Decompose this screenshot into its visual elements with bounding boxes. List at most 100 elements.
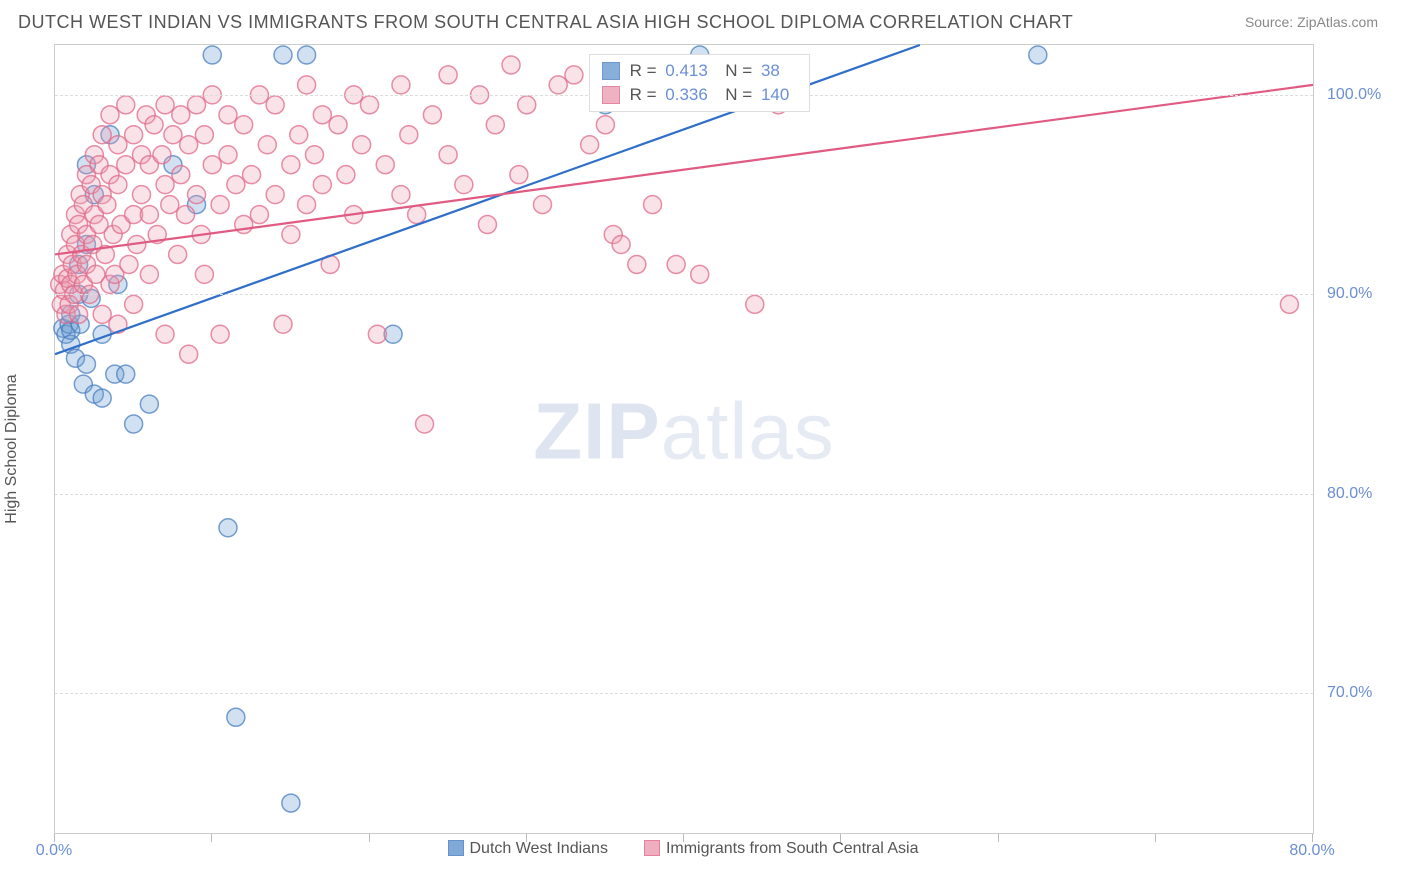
scatter-point	[153, 146, 171, 164]
scatter-point	[400, 126, 418, 144]
scatter-point	[219, 106, 237, 124]
scatter-point	[235, 116, 253, 134]
scatter-point	[93, 389, 111, 407]
scatter-point	[98, 196, 116, 214]
scatter-point	[486, 116, 504, 134]
legend-swatch	[602, 86, 620, 104]
scatter-point	[376, 156, 394, 174]
legend-label: Dutch West Indians	[470, 840, 608, 857]
scatter-point	[219, 519, 237, 537]
scatter-point	[361, 96, 379, 114]
stat-n-value: 38	[761, 61, 780, 81]
scatter-point	[117, 156, 135, 174]
scatter-point	[172, 166, 190, 184]
scatter-point	[188, 186, 206, 204]
scatter-point	[188, 96, 206, 114]
y-tick-label: 70.0%	[1313, 684, 1372, 702]
scatter-point	[392, 76, 410, 94]
scatter-point	[455, 176, 473, 194]
scatter-point	[274, 46, 292, 64]
scatter-point	[416, 415, 434, 433]
stat-r-value: 0.413	[665, 61, 708, 81]
scatter-point	[125, 126, 143, 144]
scatter-point	[195, 126, 213, 144]
scatter-point	[746, 295, 764, 313]
scatter-point	[117, 96, 135, 114]
scatter-point	[290, 126, 308, 144]
scatter-point	[140, 395, 158, 413]
scatter-point	[313, 176, 331, 194]
scatter-point	[518, 96, 536, 114]
gridline	[55, 294, 1313, 295]
scatter-point	[305, 146, 323, 164]
scatter-point	[691, 265, 709, 283]
y-tick-label: 80.0%	[1313, 485, 1372, 503]
scatter-point	[156, 325, 174, 343]
source-attribution: Source: ZipAtlas.com	[1245, 14, 1378, 30]
scatter-point	[203, 156, 221, 174]
scatter-point	[353, 136, 371, 154]
scatter-point	[93, 305, 111, 323]
scatter-point	[298, 76, 316, 94]
scatter-point	[258, 136, 276, 154]
x-tick-mark	[1312, 834, 1313, 842]
scatter-point	[125, 415, 143, 433]
scatter-point	[125, 295, 143, 313]
scatter-point	[423, 106, 441, 124]
chart-container: High School Diploma ZIPatlas 70.0%80.0%9…	[18, 44, 1388, 854]
scatter-point	[549, 76, 567, 94]
scatter-point	[219, 146, 237, 164]
scatter-point	[211, 325, 229, 343]
stat-row: R = 0.413 N = 38	[590, 59, 810, 83]
scatter-point	[70, 305, 88, 323]
y-tick-label: 90.0%	[1313, 285, 1372, 303]
stat-label: R =	[630, 61, 662, 81]
scatter-point	[337, 166, 355, 184]
gridline	[55, 494, 1313, 495]
scatter-point	[101, 106, 119, 124]
scatter-point	[109, 176, 127, 194]
scatter-point	[565, 66, 583, 84]
scatter-point	[533, 196, 551, 214]
scatter-point	[478, 216, 496, 234]
scatter-point	[644, 196, 662, 214]
scatter-point	[145, 116, 163, 134]
stat-label: N =	[716, 61, 757, 81]
scatter-point	[120, 255, 138, 273]
scatter-point	[1280, 295, 1298, 313]
scatter-point	[282, 794, 300, 812]
scatter-point	[510, 166, 528, 184]
scatter-point	[667, 255, 685, 273]
scatter-point	[140, 206, 158, 224]
scatter-point	[392, 186, 410, 204]
scatter-point	[177, 206, 195, 224]
x-tick-mark	[998, 834, 999, 842]
x-tick-label: 0.0%	[36, 842, 72, 860]
legend-swatch	[602, 62, 620, 80]
stat-n-value: 140	[761, 85, 789, 105]
scatter-point	[439, 66, 457, 84]
stat-label: N =	[716, 85, 757, 105]
scatter-point	[250, 206, 268, 224]
scatter-point	[180, 136, 198, 154]
legend-item: Immigrants from South Central Asia	[644, 840, 919, 857]
y-axis-label: High School Diploma	[3, 374, 21, 523]
x-tick-mark	[1155, 834, 1156, 842]
scatter-point	[243, 166, 261, 184]
chart-title: DUTCH WEST INDIAN VS IMMIGRANTS FROM SOU…	[18, 12, 1073, 33]
scatter-point	[203, 46, 221, 64]
scatter-point	[140, 265, 158, 283]
scatter-point	[329, 116, 347, 134]
scatter-point	[211, 196, 229, 214]
scatter-point	[1029, 46, 1047, 64]
scatter-point	[596, 116, 614, 134]
scatter-point	[156, 96, 174, 114]
scatter-point	[156, 176, 174, 194]
x-tick-mark	[526, 834, 527, 842]
scatter-point	[439, 146, 457, 164]
scatter-point	[408, 206, 426, 224]
scatter-point	[109, 136, 127, 154]
y-tick-label: 100.0%	[1313, 86, 1381, 104]
legend-swatch	[448, 840, 464, 856]
scatter-point	[117, 365, 135, 383]
